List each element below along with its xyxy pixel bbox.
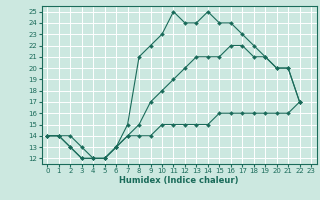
- X-axis label: Humidex (Indice chaleur): Humidex (Indice chaleur): [119, 176, 239, 185]
